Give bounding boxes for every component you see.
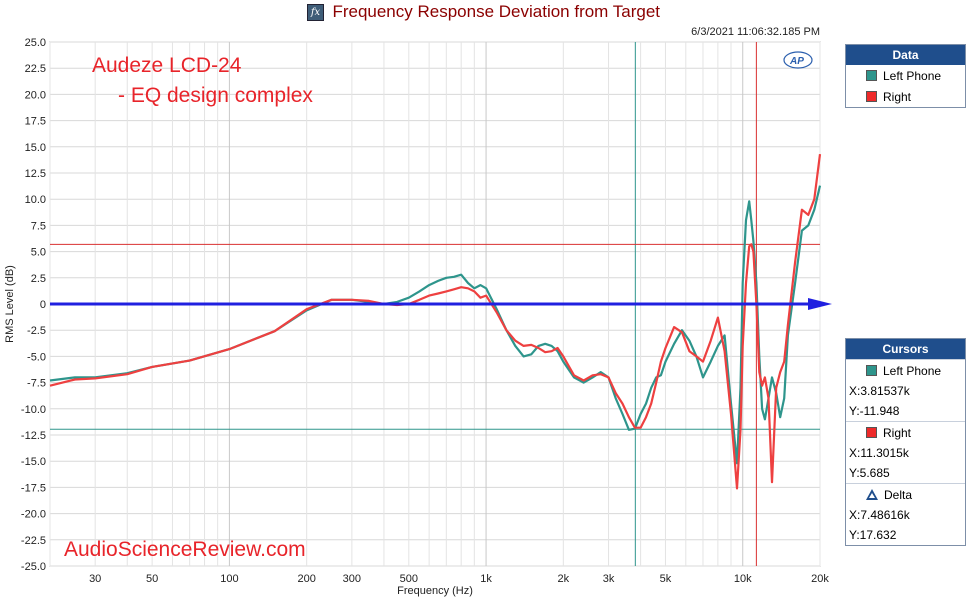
x-tick-label: 2k <box>558 573 570 585</box>
delta-icon <box>866 489 878 500</box>
delta-x-value: X:7.48616k <box>849 508 910 522</box>
x-tick-label: 1k <box>480 573 492 585</box>
cursor-left-phone[interactable]: Left Phone X:3.81537k Y:-11.948 <box>846 359 965 421</box>
ap-logo: AP <box>783 51 813 69</box>
ap-logo-text: AP <box>789 56 804 67</box>
x-tick-label: 5k <box>660 573 672 585</box>
left-phone-swatch <box>866 70 877 81</box>
cursor-right[interactable]: Right X:11.3015k Y:5.685 <box>846 421 965 483</box>
cursor-name-label: Right <box>883 425 912 440</box>
cursor-y-value: Y:5.685 <box>849 466 890 480</box>
cursor-y-value: Y:-11.948 <box>849 404 900 418</box>
x-tick-label: 100 <box>220 573 238 585</box>
y-tick-label: 5.0 <box>31 247 46 259</box>
y-tick-label: 22.5 <box>25 63 46 75</box>
y-tick-label: -15.0 <box>21 456 46 468</box>
target-arrow-icon <box>808 298 832 310</box>
cursor-name-label: Delta <box>884 487 913 502</box>
x-axis-label: Frequency (Hz) <box>397 585 473 597</box>
y-tick-label: 2.5 <box>31 273 46 285</box>
y-tick-label: -22.5 <box>21 535 46 547</box>
left-phone-swatch <box>866 365 877 376</box>
x-tick-label: 10k <box>734 573 752 585</box>
x-tick-label: 20k <box>811 573 829 585</box>
timestamp: 6/3/2021 11:06:32.185 PM <box>691 26 820 38</box>
grid <box>49 41 821 567</box>
cursor-x-value: X:3.81537k <box>849 384 910 398</box>
y-tick-label: 7.5 <box>31 220 46 232</box>
legend-item-right[interactable]: Right <box>846 86 965 107</box>
cursor-delta[interactable]: Delta X:7.48616k Y:17.632 <box>846 483 965 545</box>
y-axis-label: RMS Level (dB) <box>4 265 16 343</box>
y-tick-label: 10.0 <box>25 194 46 206</box>
y-tick-label: -25.0 <box>21 561 46 573</box>
y-tick-label: -2.5 <box>27 325 46 337</box>
legend-panel: Data Left Phone Right <box>845 44 966 108</box>
x-tick-label: 300 <box>343 573 361 585</box>
y-tick-label: -10.0 <box>21 404 46 416</box>
x-tick-label: 3k <box>603 573 615 585</box>
annotation-model: Audeze LCD-24 <box>92 54 242 77</box>
chart-title: Frequency Response Deviation from Target <box>332 2 661 21</box>
y-tick-label: 15.0 <box>25 142 46 154</box>
right-swatch <box>866 91 877 102</box>
delta-y-value: Y:17.632 <box>849 528 897 542</box>
x-tick-label: 200 <box>297 573 315 585</box>
cursor-name-label: Left Phone <box>883 363 942 378</box>
legend-item-left-phone[interactable]: Left Phone <box>846 65 965 86</box>
annotation-eq-note: - EQ design complex <box>118 84 313 107</box>
y-tick-label: 17.5 <box>25 116 46 128</box>
cursors-title: Cursors <box>846 339 965 359</box>
legend-title: Data <box>846 45 965 65</box>
cursors-panel: Cursors Left Phone X:3.81537k Y:-11.948 … <box>845 338 966 546</box>
cursor-x-value: X:11.3015k <box>849 446 909 460</box>
right-swatch <box>866 427 877 438</box>
y-tick-label: 25.0 <box>25 37 46 49</box>
function-icon: fx <box>306 3 324 21</box>
title-row: fx Frequency Response Deviation from Tar… <box>0 2 967 24</box>
y-tick-label: -5.0 <box>27 351 46 363</box>
y-tick-label: 12.5 <box>25 168 46 180</box>
y-tick-label: -20.0 <box>21 509 46 521</box>
watermark: AudioScienceReview.com <box>64 538 306 561</box>
x-tick-label: 30 <box>89 573 101 585</box>
y-tick-label: -17.5 <box>21 482 46 494</box>
target-line <box>50 298 832 310</box>
y-tick-label: 0 <box>40 299 46 311</box>
legend-label: Left Phone <box>883 68 942 83</box>
x-tick-label: 500 <box>400 573 418 585</box>
y-tick-label: 20.0 <box>25 89 46 101</box>
legend-label: Right <box>883 89 912 104</box>
tick-labels: 25.0 22.5 20.0 17.5 15.0 12.5 10.0 7.5 5.0 2.5 0 -2… <box>21 37 829 585</box>
x-tick-label: 50 <box>146 573 158 585</box>
y-tick-label: -12.5 <box>21 430 46 442</box>
y-tick-label: -7.5 <box>27 378 46 390</box>
